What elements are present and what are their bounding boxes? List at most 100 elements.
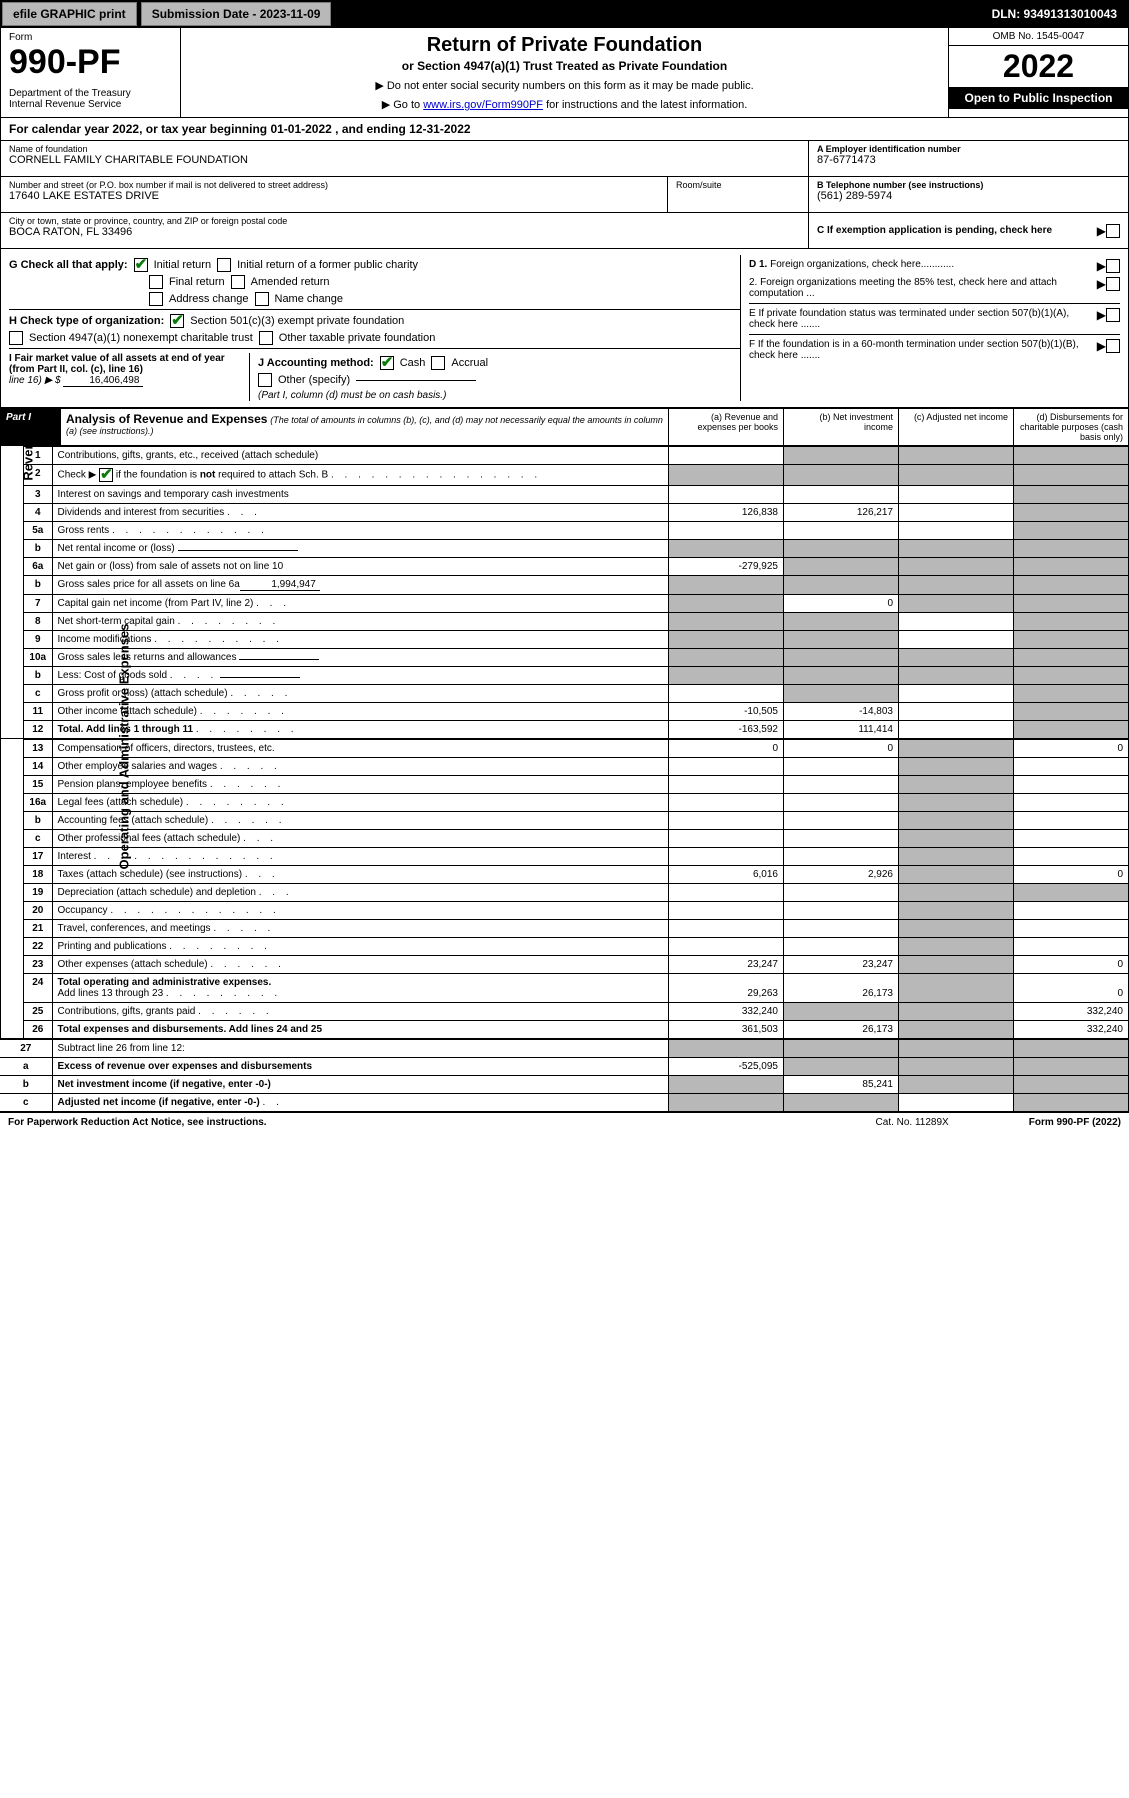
e-label: E If private foundation status was termi… [749, 308, 1097, 330]
room-label: Room/suite [676, 180, 800, 190]
name-change-checkbox[interactable] [255, 292, 269, 306]
c-pending-label: C If exemption application is pending, c… [817, 225, 1097, 236]
row-6b: Gross sales price for all assets on line… [52, 576, 669, 595]
phone-label: B Telephone number (see instructions) [817, 180, 1120, 190]
arrow-icon: ▶ [1097, 224, 1106, 238]
row-20: Occupancy . . . . . . . . . . . . . [52, 902, 669, 920]
d2-checkbox[interactable] [1106, 277, 1120, 291]
row-7: Capital gain net income (from Part IV, l… [52, 595, 669, 613]
irs-link[interactable]: www.irs.gov/Form990PF [423, 99, 543, 111]
h-other-label: Other taxable private foundation [279, 332, 436, 344]
i-fmv-value: 16,406,498 [63, 375, 143, 387]
d1-label: D 1. Foreign organizations, check here..… [749, 259, 1097, 270]
row-12: Total. Add lines 1 through 11 . . . . . … [52, 721, 669, 739]
final-return-checkbox[interactable] [149, 275, 163, 289]
e-checkbox[interactable] [1106, 308, 1120, 322]
submission-date: Submission Date - 2023-11-09 [141, 2, 332, 26]
org-info-grid: Name of foundation CORNELL FAMILY CHARIT… [0, 141, 1129, 249]
row-26: Total expenses and disbursements. Add li… [52, 1021, 669, 1039]
arrow-icon: ▶ [1097, 308, 1106, 322]
name-label: Name of foundation [9, 144, 800, 154]
initial-return-checkbox[interactable] [134, 258, 148, 272]
omb-number: OMB No. 1545-0047 [949, 28, 1128, 46]
revenue-table: 1Contributions, gifts, grants, etc., rec… [24, 446, 1129, 739]
line27-table: 27Subtract line 26 from line 12: aExcess… [0, 1039, 1129, 1112]
j-accrual-checkbox[interactable] [431, 356, 445, 370]
initial-return-label: Initial return [154, 259, 211, 271]
row-16c: Other professional fees (attach schedule… [52, 830, 669, 848]
schb-checkbox[interactable] [99, 468, 113, 482]
row-10c: Gross profit or (loss) (attach schedule)… [52, 685, 669, 703]
arrow-icon: ▶ [1097, 277, 1106, 291]
addr-change-checkbox[interactable] [149, 292, 163, 306]
j-cash-label: Cash [400, 357, 426, 369]
final-return-label: Final return [169, 276, 225, 288]
j-other-checkbox[interactable] [258, 373, 272, 387]
dln-number: DLN: 93491313010043 [982, 3, 1127, 25]
d1-checkbox[interactable] [1106, 259, 1120, 273]
arrow-icon: ▶ [1097, 259, 1106, 273]
row-9: Income modifications . . . . . . . . . . [52, 631, 669, 649]
amended-return-label: Amended return [251, 276, 330, 288]
h-501c3-label: Section 501(c)(3) exempt private foundat… [190, 315, 404, 327]
col-d-header: (d) Disbursements for charitable purpose… [1014, 409, 1129, 446]
checks-section: G Check all that apply: Initial return I… [0, 249, 1129, 408]
calendar-year-row: For calendar year 2022, or tax year begi… [0, 118, 1129, 141]
note-link: ▶ Go to www.irs.gov/Form990PF for instru… [193, 98, 936, 111]
expenses-side-label: Operating and Administrative Expenses [0, 739, 24, 1039]
j-label: J Accounting method: [258, 357, 374, 369]
form-subtitle: or Section 4947(a)(1) Trust Treated as P… [193, 59, 936, 73]
line16-prefix: line 16) ▶ $ [9, 375, 61, 386]
col-a-header: (a) Revenue and expenses per books [669, 409, 784, 446]
col-c-header: (c) Adjusted net income [899, 409, 1014, 446]
row-15: Pension plans, employee benefits . . . .… [52, 776, 669, 794]
c-pending-checkbox[interactable] [1106, 224, 1120, 238]
name-change-label: Name change [275, 293, 344, 305]
row-27: Subtract line 26 from line 12: [52, 1040, 669, 1058]
h-4947-checkbox[interactable] [9, 331, 23, 345]
d2-label: 2. Foreign organizations meeting the 85%… [749, 277, 1097, 299]
h-4947-label: Section 4947(a)(1) nonexempt charitable … [29, 332, 253, 344]
efile-print-btn[interactable]: efile GRAPHIC print [2, 2, 137, 26]
phone-value: (561) 289-5974 [817, 190, 1120, 202]
expenses-table: 13Compensation of officers, directors, t… [24, 739, 1129, 1039]
row-23: Other expenses (attach schedule) . . . .… [52, 956, 669, 974]
row-19: Depreciation (attach schedule) and deple… [52, 884, 669, 902]
part1-header-table: Part I Analysis of Revenue and Expenses … [0, 408, 1129, 446]
row-18: Taxes (attach schedule) (see instruction… [52, 866, 669, 884]
j-accrual-label: Accrual [451, 357, 488, 369]
row-5b: Net rental income or (loss) [52, 540, 669, 558]
foundation-name: CORNELL FAMILY CHARITABLE FOUNDATION [9, 154, 800, 166]
foundation-city: BOCA RATON, FL 33496 [9, 226, 800, 238]
col-b-header: (b) Net investment income [784, 409, 899, 446]
row-27c: Adjusted net income (if negative, enter … [52, 1094, 669, 1112]
part1-title: Analysis of Revenue and Expenses [66, 412, 267, 426]
amended-return-checkbox[interactable] [231, 275, 245, 289]
h-other-checkbox[interactable] [259, 331, 273, 345]
j-cash-checkbox[interactable] [380, 356, 394, 370]
h-501c3-checkbox[interactable] [170, 314, 184, 328]
note-ssn: ▶ Do not enter social security numbers o… [193, 79, 936, 92]
f-checkbox[interactable] [1106, 339, 1120, 353]
g-label: G Check all that apply: [9, 259, 128, 271]
footer-right: Form 990-PF (2022) [1029, 1117, 1121, 1128]
row-21: Travel, conferences, and meetings . . . … [52, 920, 669, 938]
row-16a: Legal fees (attach schedule) . . . . . .… [52, 794, 669, 812]
form-label: Form [9, 32, 172, 43]
f-label: F If the foundation is in a 60-month ter… [749, 339, 1097, 361]
row-27a: Excess of revenue over expenses and disb… [52, 1058, 669, 1076]
initial-former-label: Initial return of a former public charit… [237, 259, 418, 271]
city-label: City or town, state or province, country… [9, 216, 800, 226]
addr-change-label: Address change [169, 293, 249, 305]
ein-label: A Employer identification number [817, 144, 1120, 154]
row-27b: Net investment income (if negative, ente… [52, 1076, 669, 1094]
h-label: H Check type of organization: [9, 315, 164, 327]
initial-former-checkbox[interactable] [217, 258, 231, 272]
row-1: Contributions, gifts, grants, etc., rece… [52, 447, 669, 465]
top-bar: efile GRAPHIC print Submission Date - 20… [0, 0, 1129, 28]
form-number: 990-PF [9, 43, 172, 82]
tax-year: 2022 [949, 46, 1128, 87]
row-6a: Net gain or (loss) from sale of assets n… [52, 558, 669, 576]
row-4: Dividends and interest from securities .… [52, 504, 669, 522]
row-25: Contributions, gifts, grants paid . . . … [52, 1003, 669, 1021]
